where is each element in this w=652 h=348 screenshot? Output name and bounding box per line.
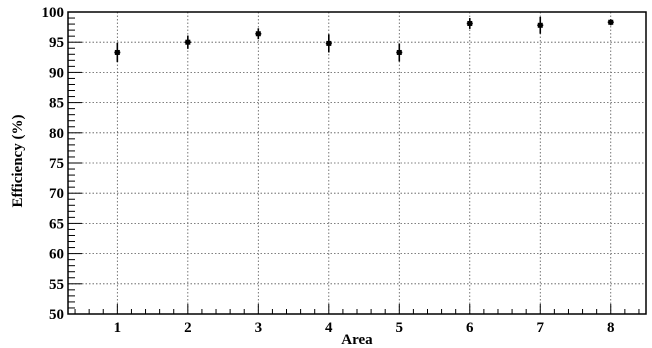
data-point [326,40,332,46]
x-tick-label: 8 [607,320,615,336]
data-point [537,22,543,28]
y-tick-label: 80 [49,126,64,142]
x-axis-label: Area [341,332,373,348]
x-tick-label: 6 [466,320,474,336]
y-tick-label: 50 [49,307,64,323]
data-point [255,31,261,37]
grid [68,12,646,314]
y-tick-label: 95 [49,35,64,51]
data-points [114,16,614,63]
data-point [608,19,614,25]
y-tick-label: 70 [49,186,64,202]
y-axis-label: Efficiency (%) [10,115,26,208]
data-point [396,49,402,55]
data-point [114,49,120,55]
y-tick-label: 65 [49,216,64,232]
x-tick-label: 4 [325,320,333,336]
axis-ticks [68,11,640,315]
x-tick-label: 3 [255,320,263,336]
y-tick-label: 85 [49,96,64,112]
y-tick-label: 75 [49,156,64,172]
x-tick-label: 5 [396,320,404,336]
data-point [467,20,473,26]
y-tick-label: 60 [49,247,64,263]
y-tick-label: 100 [42,5,65,21]
x-tick-label: 7 [537,320,545,336]
y-tick-label: 55 [49,277,64,293]
x-tick-label: 2 [184,320,192,336]
plot-frame [67,11,647,315]
tick-labels: 50 55 60 65 70 75 80 85 90 95 100 1 2 3 4 5 6 7 8 [42,5,615,336]
x-tick-label: 1 [114,320,122,336]
data-point [185,39,191,45]
y-tick-label: 90 [49,65,64,81]
